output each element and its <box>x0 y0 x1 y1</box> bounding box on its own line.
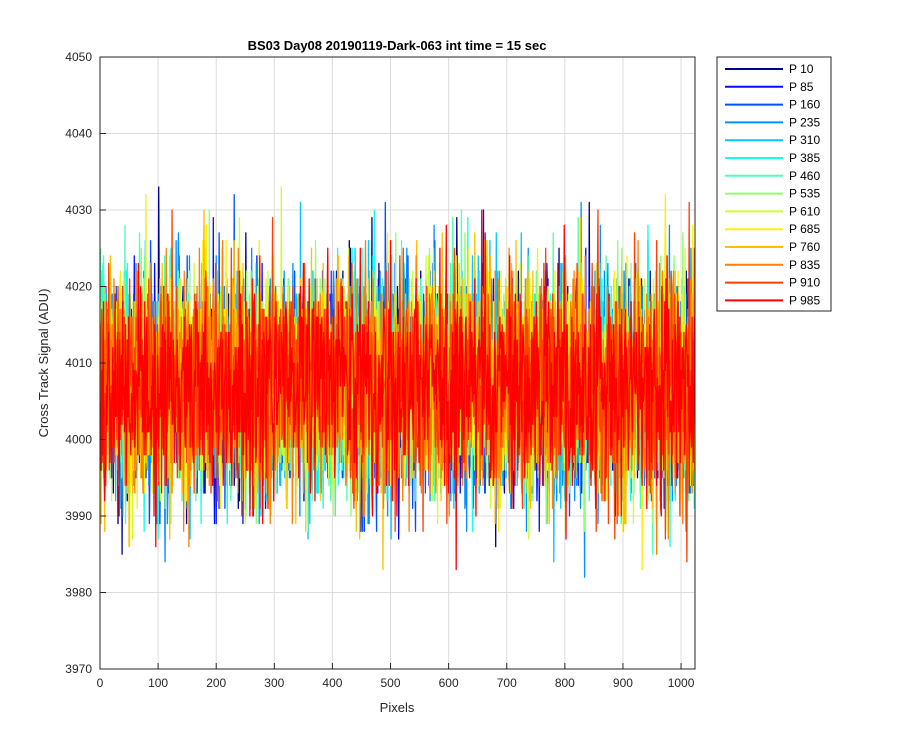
chart-title: BS03 Day08 20190119-Dark-063 int time = … <box>248 38 547 53</box>
series-lines <box>100 186 695 578</box>
x-axis-label: Pixels <box>380 700 415 715</box>
y-tick-label-7: 4040 <box>65 127 92 141</box>
x-tick-label-2: 200 <box>206 676 226 690</box>
series-line-p985 <box>100 209 695 571</box>
x-tick-label-10: 1000 <box>668 676 695 690</box>
legend-item[interactable]: P 385 <box>725 151 820 165</box>
x-tick-label-9: 900 <box>613 676 633 690</box>
x-tick-label-5: 500 <box>381 676 401 690</box>
legend-label: P 460 <box>789 169 820 183</box>
legend-label: P 610 <box>789 204 820 218</box>
y-tick-label-6: 4030 <box>65 203 92 217</box>
legend-item[interactable]: P 610 <box>725 204 820 218</box>
y-tick-label-1: 3980 <box>65 586 92 600</box>
legend-label: P 310 <box>789 133 820 147</box>
legend-label: P 385 <box>789 151 820 165</box>
y-tick-label-2: 3990 <box>65 509 92 523</box>
legend-item[interactable]: P 685 <box>725 222 820 236</box>
legend-item[interactable]: P 310 <box>725 133 820 147</box>
legend-item[interactable]: P 760 <box>725 240 820 254</box>
legend-item[interactable]: P 235 <box>725 115 820 129</box>
ticks: 0 100 200 300 400 500 600 700 800 900 1000 3970 3980… <box>65 50 694 690</box>
y-tick-label-4: 4010 <box>65 356 92 370</box>
x-tick-label-4: 400 <box>322 676 342 690</box>
legend-item[interactable]: P 910 <box>725 276 820 290</box>
legend-label: P 85 <box>789 80 814 94</box>
x-tick-label-6: 600 <box>439 676 459 690</box>
legend-label: P 910 <box>789 276 820 290</box>
legend-item[interactable]: P 985 <box>725 293 820 307</box>
legend-item[interactable]: P 460 <box>725 169 820 183</box>
y-tick-label-8: 4050 <box>65 50 92 64</box>
legend-label: P 760 <box>789 240 820 254</box>
x-tick-label-8: 800 <box>555 676 575 690</box>
legend-label: P 835 <box>789 258 820 272</box>
x-tick-label-7: 700 <box>497 676 517 690</box>
legend-label: P 235 <box>789 115 820 129</box>
legend-box <box>716 56 832 312</box>
legend-label: P 535 <box>789 187 820 201</box>
y-tick-label-3: 4000 <box>65 433 92 447</box>
y-tick-label-5: 4020 <box>65 280 92 294</box>
y-axis-label: Cross Track Signal (ADU) <box>36 289 51 438</box>
legend-label: P 985 <box>789 293 820 307</box>
x-tick-label-0: 0 <box>97 676 104 690</box>
x-tick-label-3: 300 <box>264 676 284 690</box>
legend-item[interactable]: P 10 <box>725 62 814 76</box>
legend-label: P 160 <box>789 98 820 112</box>
x-tick-label-1: 100 <box>148 676 168 690</box>
y-tick-label-0: 3970 <box>65 662 92 676</box>
legend-label: P 685 <box>789 222 820 236</box>
legend-item[interactable]: P 535 <box>725 187 820 201</box>
legend[interactable]: P 10 P 85 P 160 P 235 P 310 P 385 P 460 P 535 P … <box>716 56 832 312</box>
legend-label: P 10 <box>789 62 814 76</box>
legend-item[interactable]: P 160 <box>725 98 820 112</box>
legend-item[interactable]: P 85 <box>725 80 814 94</box>
legend-item[interactable]: P 835 <box>725 258 820 272</box>
